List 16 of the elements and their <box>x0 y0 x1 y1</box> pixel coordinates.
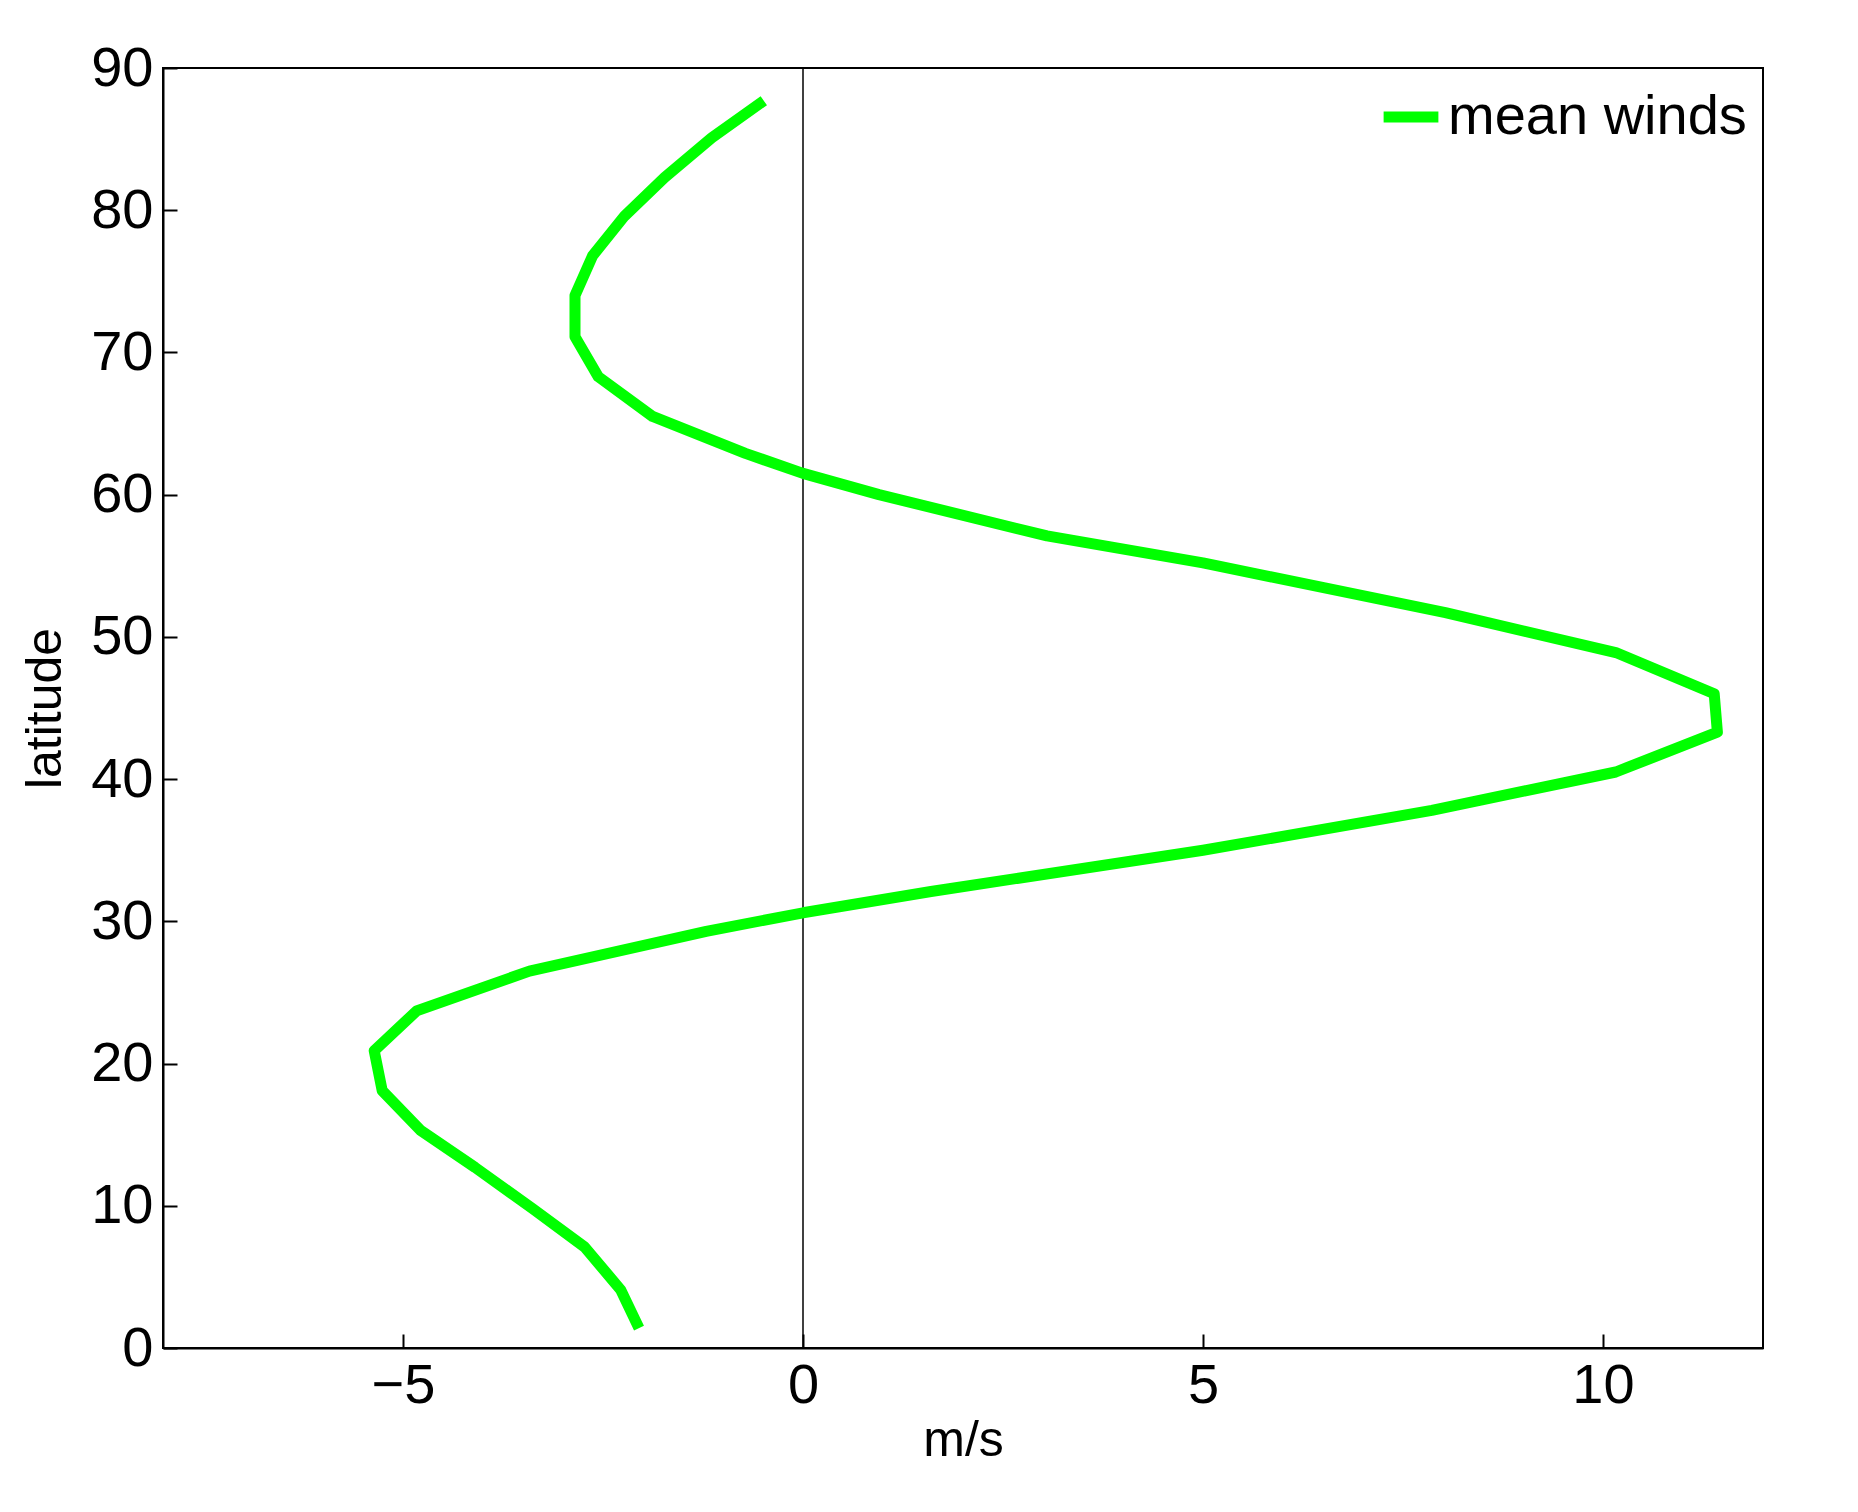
y-tick-label: 80 <box>91 176 154 240</box>
y-tick-label: 10 <box>91 1172 154 1236</box>
x-tick-label: −5 <box>371 1351 436 1415</box>
y-tick-label: 40 <box>91 745 154 809</box>
y-tick-label: 50 <box>91 603 154 667</box>
y-tick-label: 70 <box>91 318 154 382</box>
x-tick-label: 0 <box>787 1351 820 1415</box>
legend-label: mean winds <box>1448 83 1747 146</box>
y-tick-label: 90 <box>91 34 154 98</box>
y-axis-title: latitude <box>16 627 73 790</box>
y-tick-label: 60 <box>91 461 154 525</box>
y-tick-label: 30 <box>91 887 154 951</box>
y-tick-label: 20 <box>91 1030 154 1094</box>
x-axis-title: m/s <box>923 1410 1004 1467</box>
x-tick-label: 10 <box>1572 1351 1635 1415</box>
x-tick-label: 5 <box>1187 1351 1220 1415</box>
